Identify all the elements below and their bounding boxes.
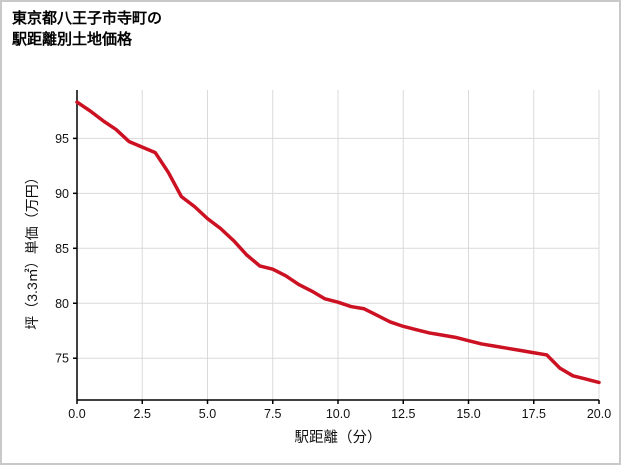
chart-title-line2: 駅距離別土地価格 <box>12 31 133 48</box>
chart-title-line1: 東京都八王子市寺町の <box>12 10 163 27</box>
x-tick-label: 0.0 <box>68 407 85 421</box>
chart-title: 東京都八王子市寺町の 駅距離別土地価格 <box>12 8 162 50</box>
x-tick-label: 15.0 <box>456 407 480 421</box>
y-tick-label: 90 <box>55 187 69 201</box>
x-tick-label: 20.0 <box>587 407 611 421</box>
x-tick-label: 7.5 <box>264 407 281 421</box>
x-tick-label: 17.5 <box>522 407 546 421</box>
y-tick-label: 80 <box>55 297 69 311</box>
y-tick-label: 75 <box>55 352 69 366</box>
x-tick-label: 10.0 <box>326 407 350 421</box>
y-tick-label: 85 <box>55 242 69 256</box>
x-tick-label: 2.5 <box>134 407 151 421</box>
y-tick-label: 95 <box>55 132 69 146</box>
x-tick-label: 12.5 <box>391 407 415 421</box>
x-axis-label: 駅距離（分） <box>294 430 382 446</box>
price-line <box>75 100 601 385</box>
x-tick-label: 5.0 <box>199 407 216 421</box>
